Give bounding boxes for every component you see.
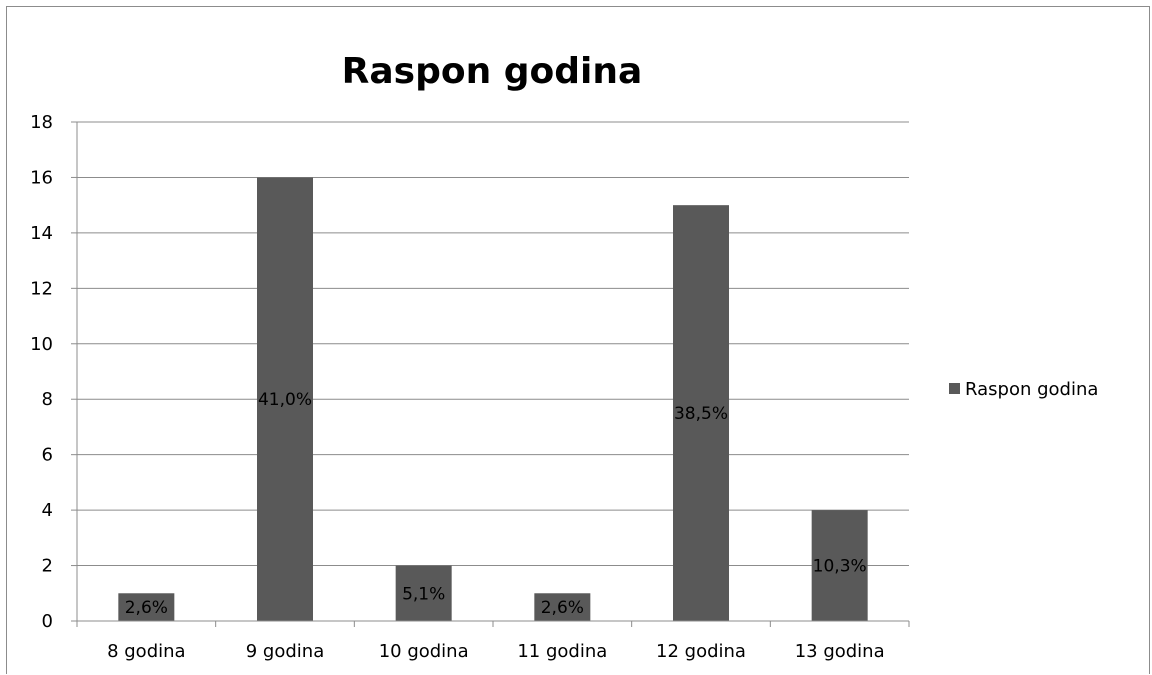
data-label: 2,6%: [125, 598, 168, 618]
x-tick-label: 9 godina: [246, 641, 324, 662]
y-tick-label: 16: [30, 167, 53, 188]
bar: [257, 177, 313, 621]
y-tick-label: 4: [42, 500, 53, 521]
bar: [118, 593, 175, 621]
y-tick-label: 10: [30, 334, 53, 355]
legend-label: Raspon godina: [965, 379, 1098, 400]
bar: [673, 205, 729, 621]
axes: 0 2 4 6 8 10 12 14 16 18 8 godina 9 godina 10 godina…: [30, 112, 910, 662]
data-label: 41,0%: [258, 390, 312, 410]
bar: [534, 593, 591, 621]
x-tick-label: 10 godina: [379, 641, 469, 662]
x-tick-label: 8 godina: [107, 641, 185, 662]
legend: Raspon godina: [949, 379, 1098, 400]
y-tick-label: 14: [30, 223, 53, 244]
data-labels: 2,6% 41,0% 5,1% 2,6% 38,5% 10,3%: [125, 390, 867, 618]
y-tick-label: 6: [42, 445, 53, 466]
y-tick-label: 0: [42, 611, 53, 632]
legend-swatch: [949, 383, 960, 394]
bars: [118, 177, 868, 621]
y-tick-label: 2: [42, 556, 53, 577]
data-label: 5,1%: [402, 584, 445, 604]
x-tick-label: 13 godina: [795, 641, 885, 662]
bar-chart: Raspon godina 0 2 4 6 8 10 12 14 16 18 8 godina 9 g…: [30, 51, 1098, 662]
y-tick-label: 18: [30, 112, 53, 133]
data-label: 38,5%: [674, 404, 728, 424]
y-tick-label: 8: [42, 389, 53, 410]
bar: [811, 510, 868, 621]
chart-frame: Raspon godina 0 2 4 6 8 10 12 14 16 18 8 godina 9 g…: [6, 6, 1150, 674]
gridlines: [77, 121, 909, 567]
data-label: 10,3%: [813, 557, 867, 577]
bar: [395, 565, 452, 621]
chart-title: Raspon godina: [342, 51, 643, 92]
x-tick-label: 12 godina: [656, 641, 746, 662]
x-tick-label: 11 godina: [517, 641, 607, 662]
y-tick-label: 12: [30, 278, 53, 299]
data-label: 2,6%: [541, 598, 584, 618]
